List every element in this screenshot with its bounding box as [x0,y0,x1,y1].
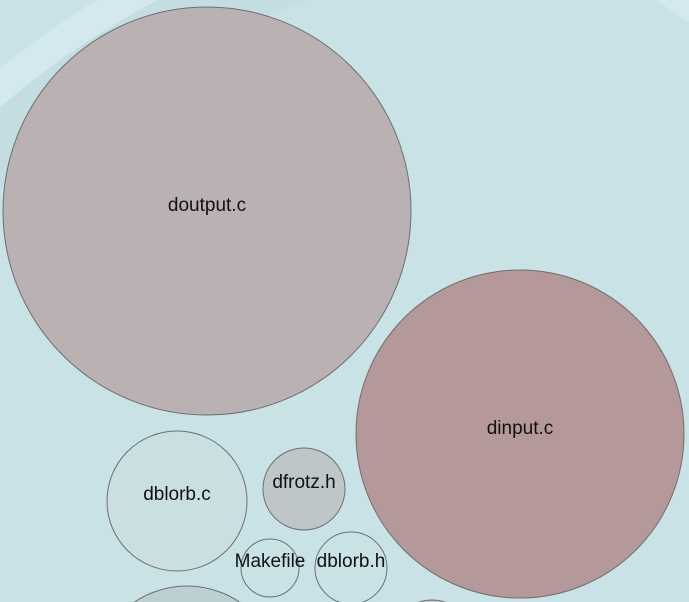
node-doutput-label: doutput.c [168,195,246,216]
node-dblorb-h-circle[interactable] [314,531,388,602]
node-dblorb-c-circle[interactable] [106,430,248,572]
node-dinput-label: dinput.c [487,418,554,439]
node-doutput-circle[interactable] [2,6,412,416]
node-dfrotz-h-circle[interactable] [262,447,346,531]
node-makefile-label: Makefile [235,551,306,572]
background-ring-corner [656,0,689,23]
node-makefile[interactable]: Makefile [235,538,306,598]
node-dfrotz-h-label: dfrotz.h [272,472,335,493]
node-makefile-circle[interactable] [240,538,300,598]
node-dblorb-c[interactable]: dblorb.c [106,430,248,572]
node-dblorb-h-label: dblorb.h [317,551,386,572]
node-dfrotz-h[interactable]: dfrotz.h [262,447,346,531]
node-dblorb-h[interactable]: dblorb.h [314,531,388,602]
node-partial-left[interactable] [93,585,281,602]
node-partial-left-circle[interactable] [93,585,281,602]
node-dinput-circle[interactable] [355,269,685,599]
node-doutput[interactable]: doutput.c [2,6,412,416]
node-dblorb-c-label: dblorb.c [143,484,211,505]
node-dinput[interactable]: dinput.c [355,269,685,599]
